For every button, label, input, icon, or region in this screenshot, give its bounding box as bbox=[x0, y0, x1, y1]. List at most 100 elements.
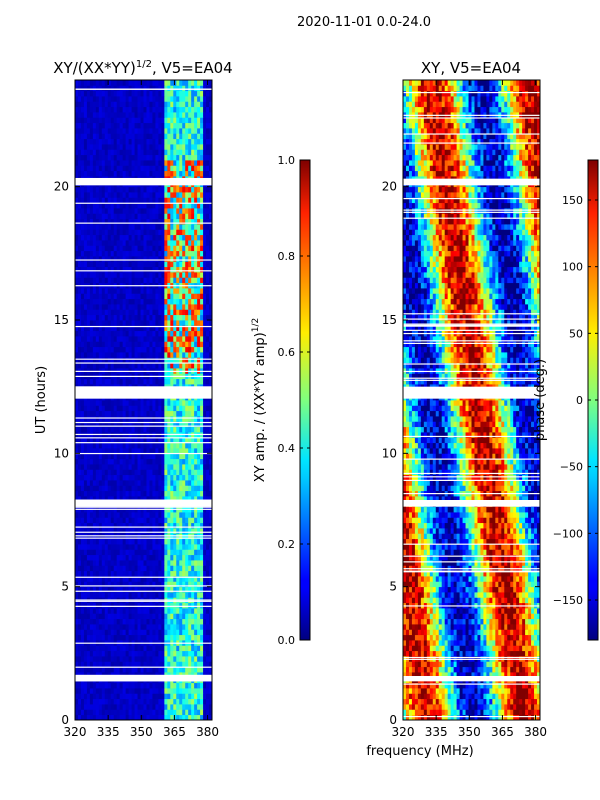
heatmap-cell bbox=[191, 288, 195, 294]
heatmap-cell bbox=[75, 666, 79, 673]
heatmap-cell bbox=[101, 250, 106, 257]
heatmap-cell bbox=[75, 693, 79, 700]
heatmap-cell bbox=[110, 704, 115, 710]
heatmap-cell bbox=[83, 544, 88, 550]
heatmap-cell bbox=[77, 576, 82, 582]
heatmap-cell bbox=[191, 234, 195, 241]
heatmap-cell bbox=[182, 634, 186, 641]
heatmap-cell bbox=[203, 405, 207, 412]
heatmap-cell bbox=[128, 469, 132, 476]
heatmap-cell bbox=[164, 277, 168, 284]
heatmap-cell bbox=[125, 256, 130, 262]
heatmap-cell bbox=[197, 240, 201, 246]
heatmap-cell bbox=[143, 512, 147, 518]
heatmap-cell bbox=[143, 629, 147, 636]
heatmap-cell bbox=[77, 480, 82, 486]
heatmap-cell bbox=[77, 549, 82, 556]
heatmap-cell bbox=[194, 528, 198, 534]
heatmap-cell bbox=[149, 666, 153, 673]
heatmap-cell bbox=[161, 666, 165, 673]
heatmap-cell bbox=[131, 325, 135, 332]
heatmap-cell bbox=[167, 325, 171, 332]
heatmap-cell bbox=[194, 650, 198, 657]
heatmap-cell bbox=[209, 149, 212, 156]
heatmap-cell bbox=[104, 592, 109, 598]
heatmap-cell bbox=[170, 208, 174, 214]
heatmap-cell bbox=[161, 442, 165, 449]
heatmap-cell bbox=[113, 496, 118, 502]
heatmap-cell bbox=[116, 528, 121, 534]
heatmap-cell bbox=[110, 336, 115, 342]
heatmap-cell bbox=[101, 698, 106, 705]
heatmap-cell bbox=[158, 714, 162, 720]
heatmap-cell bbox=[104, 656, 109, 662]
heatmap-cell bbox=[161, 362, 165, 369]
heatmap-cell bbox=[206, 170, 210, 177]
heatmap-cell bbox=[161, 624, 165, 630]
heatmap-cell bbox=[146, 138, 150, 145]
heatmap-cell bbox=[143, 565, 147, 572]
heatmap-cell bbox=[146, 421, 150, 428]
heatmap-cell bbox=[164, 309, 168, 316]
heatmap-cell bbox=[122, 165, 127, 172]
heatmap-cell bbox=[107, 437, 112, 444]
heatmap-cell bbox=[101, 624, 106, 630]
heatmap-cell bbox=[155, 197, 159, 204]
heatmap-cell bbox=[179, 661, 183, 668]
heatmap-cell bbox=[116, 240, 121, 246]
heatmap-cell bbox=[75, 549, 79, 556]
heatmap-cell bbox=[200, 250, 204, 257]
heatmap-cell bbox=[146, 314, 150, 321]
heatmap-cell bbox=[80, 330, 85, 337]
heatmap-cell bbox=[125, 405, 130, 412]
heatmap-cell bbox=[143, 192, 147, 198]
heatmap-cell bbox=[143, 650, 147, 657]
heatmap-cell bbox=[131, 634, 135, 641]
heatmap-cell bbox=[194, 448, 198, 454]
heatmap-cell bbox=[161, 330, 165, 337]
heatmap-cell bbox=[167, 261, 171, 268]
heatmap-cell bbox=[167, 240, 171, 246]
heatmap-cell bbox=[200, 480, 204, 486]
heatmap-cell bbox=[197, 149, 201, 156]
heatmap-cell bbox=[200, 544, 204, 550]
heatmap-cell bbox=[104, 298, 109, 305]
heatmap-cell bbox=[176, 304, 180, 310]
heatmap-cell bbox=[107, 160, 112, 166]
heatmap-cell bbox=[155, 554, 159, 561]
heatmap-cell bbox=[77, 592, 82, 598]
heatmap-cell bbox=[209, 293, 212, 300]
heatmap-cell bbox=[146, 608, 150, 614]
heatmap-cell bbox=[86, 586, 91, 593]
heatmap-cell bbox=[104, 400, 109, 406]
heatmap-cell bbox=[95, 490, 100, 497]
heatmap-cell bbox=[158, 538, 162, 545]
heatmap-cell bbox=[206, 426, 210, 433]
heatmap-cell bbox=[203, 218, 207, 225]
heatmap-cell bbox=[146, 453, 150, 460]
heatmap-cell bbox=[155, 277, 159, 284]
heatmap-cell bbox=[185, 421, 189, 428]
heatmap-cell bbox=[200, 192, 204, 198]
heatmap-cell bbox=[149, 608, 153, 614]
heatmap-cell bbox=[107, 304, 112, 310]
heatmap-cell bbox=[146, 560, 150, 566]
heatmap-cell bbox=[77, 554, 82, 561]
heatmap-cell bbox=[167, 186, 171, 193]
heatmap-cell bbox=[200, 629, 204, 636]
heatmap-cell bbox=[113, 544, 118, 550]
heatmap-cell bbox=[140, 538, 144, 545]
heatmap-cell bbox=[209, 213, 212, 220]
heatmap-cell bbox=[92, 410, 97, 417]
heatmap-cell bbox=[113, 352, 118, 358]
heatmap-cell bbox=[179, 186, 183, 193]
heatmap-cell bbox=[119, 629, 124, 636]
heatmap-cell bbox=[98, 453, 103, 460]
heatmap-cell bbox=[194, 480, 198, 486]
heatmap-cell bbox=[75, 320, 79, 326]
heatmap-cell bbox=[131, 170, 135, 177]
heatmap-cell bbox=[167, 288, 171, 294]
heatmap-cell bbox=[125, 709, 130, 716]
heatmap-cell bbox=[185, 250, 189, 257]
heatmap-cell bbox=[185, 330, 189, 337]
